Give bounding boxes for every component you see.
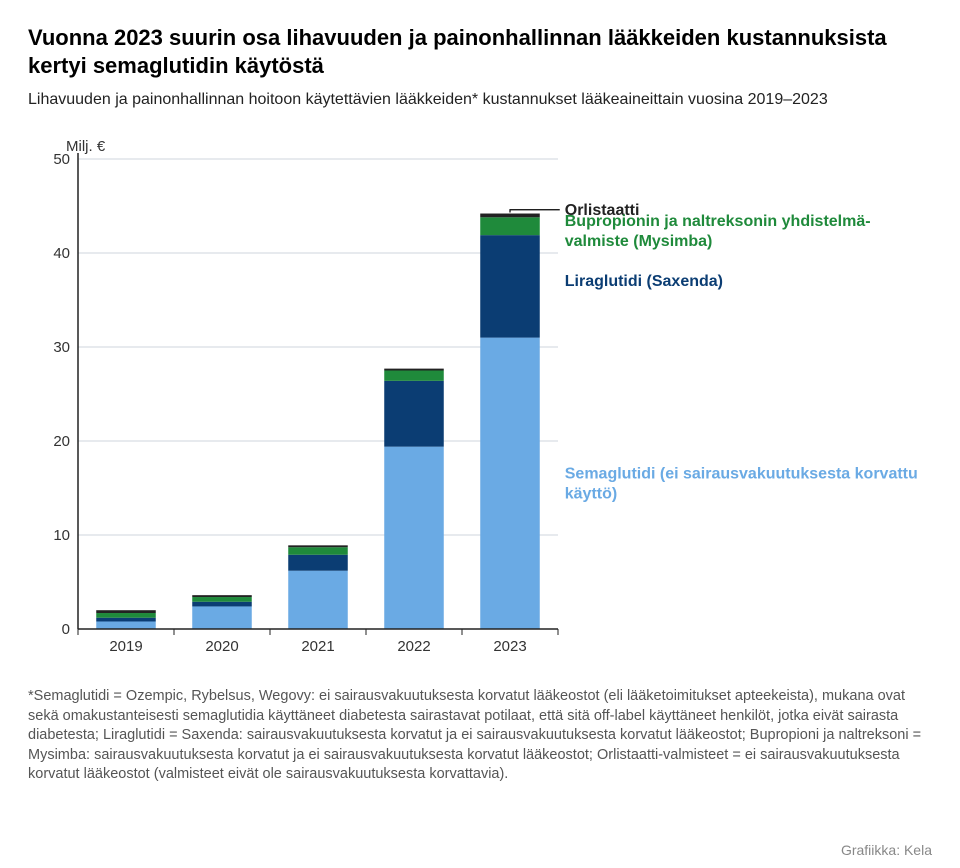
legend-liraglutidi: Liraglutidi (Saxenda) bbox=[565, 273, 723, 290]
chart-container: 01020304050Milj. €20192020202120222023Or… bbox=[28, 129, 928, 669]
bar-segment-liraglutidi bbox=[192, 602, 252, 607]
y-axis-title: Milj. € bbox=[66, 138, 106, 155]
bar-segment-liraglutidi bbox=[480, 235, 540, 337]
bar-segment-bupropioni bbox=[288, 547, 348, 555]
bar-segment-liraglutidi bbox=[96, 618, 156, 622]
legend-bupropioni-2: valmiste (Mysimba) bbox=[565, 233, 713, 250]
x-tick-label: 2019 bbox=[109, 638, 142, 655]
y-tick-label: 30 bbox=[53, 339, 70, 356]
y-tick-label: 10 bbox=[53, 527, 70, 544]
bar-segment-orlistaatti bbox=[384, 369, 444, 371]
bar-segment-semaglutidi bbox=[384, 447, 444, 629]
legend-bupropioni-1: Bupropionin ja naltreksonin yhdistelmä- bbox=[565, 213, 871, 230]
bar-segment-semaglutidi bbox=[96, 621, 156, 629]
y-tick-label: 0 bbox=[62, 621, 70, 638]
bar-segment-orlistaatti bbox=[480, 214, 540, 218]
bar-segment-bupropioni bbox=[384, 371, 444, 381]
credit-text: Grafiikka: Kela bbox=[841, 842, 932, 858]
stacked-bar-chart: 01020304050Milj. €20192020202120222023Or… bbox=[28, 129, 928, 669]
x-tick-label: 2023 bbox=[493, 638, 526, 655]
bar-segment-semaglutidi bbox=[480, 338, 540, 629]
chart-subtitle: Lihavuuden ja painonhallinnan hoitoon kä… bbox=[28, 91, 932, 109]
bar-segment-bupropioni bbox=[480, 217, 540, 235]
footnote-text: *Semaglutidi = Ozempic, Rybelsus, Wegovy… bbox=[28, 687, 928, 785]
bar-segment-orlistaatti bbox=[96, 610, 156, 613]
x-tick-label: 2020 bbox=[205, 638, 238, 655]
x-tick-label: 2022 bbox=[397, 638, 430, 655]
legend-semaglutidi-2: käyttö) bbox=[565, 486, 617, 503]
legend-semaglutidi-1: Semaglutidi (ei sairausvakuutuksesta kor… bbox=[565, 466, 918, 483]
y-tick-label: 40 bbox=[53, 245, 70, 262]
bar-segment-liraglutidi bbox=[384, 381, 444, 447]
bar-segment-bupropioni bbox=[96, 613, 156, 618]
y-tick-label: 20 bbox=[53, 433, 70, 450]
x-tick-label: 2021 bbox=[301, 638, 334, 655]
bar-segment-bupropioni bbox=[192, 597, 252, 602]
bar-segment-liraglutidi bbox=[288, 555, 348, 571]
bar-segment-semaglutidi bbox=[192, 606, 252, 629]
bar-segment-orlistaatti bbox=[192, 595, 252, 597]
chart-title: Vuonna 2023 suurin osa lihavuuden ja pai… bbox=[28, 24, 932, 79]
bar-segment-semaglutidi bbox=[288, 571, 348, 629]
bar-segment-orlistaatti bbox=[288, 545, 348, 547]
